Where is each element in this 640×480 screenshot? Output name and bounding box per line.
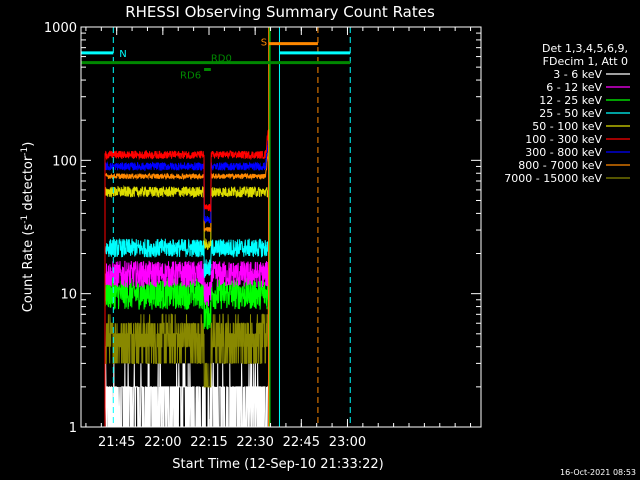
x-axis-label: Start Time (12-Sep-10 21:33:22) [172, 457, 383, 472]
legend-entry-label: 3 - 6 keV [553, 68, 602, 81]
x-tick-label: 22:00 [144, 435, 181, 450]
x-axis: 21:45 22:00 22:15 22:30 22:45 23:00 [85, 27, 472, 450]
y-axis-label-main: Count Rate (s [21, 224, 36, 313]
y-tick-label: 10 [60, 288, 77, 303]
legend-entry-label: 50 - 100 keV [532, 120, 602, 133]
series-line [104, 147, 270, 427]
timestamp: 16-Oct-2021 08:53 [560, 468, 636, 477]
flag-bar-label: RD0 [211, 54, 232, 65]
x-tick-label: 23:00 [329, 435, 366, 450]
y-axis: 1 10 100 1000 [44, 21, 481, 436]
plot-frame [80, 26, 482, 428]
legend-entry-label: 300 - 800 keV [525, 146, 602, 159]
y-axis-label-sup1: -1 [20, 215, 30, 224]
legend-entry-label: 800 - 7000 keV [518, 159, 602, 172]
flag-bar-label: RD6 [180, 71, 201, 82]
series-line [104, 238, 270, 427]
markers-layer [81, 27, 351, 427]
y-axis-label: Count Rate (s-1 detector-1) [20, 142, 36, 313]
flag-bar-label: N [119, 49, 126, 60]
x-tick-label: 22:15 [190, 435, 227, 450]
chart-title: RHESSI Observing Summary Count Rates [125, 3, 435, 21]
series-line [104, 129, 270, 427]
legend-entry-label: 12 - 25 keV [539, 94, 602, 107]
y-axis-label-sup2: -1 [20, 147, 30, 156]
y-axis-label-end: ) [21, 142, 36, 147]
x-tick-label: 21:45 [98, 435, 135, 450]
series-line [104, 306, 270, 427]
x-tick-label: 22:30 [236, 435, 273, 450]
legend-entry-label: 6 - 12 keV [546, 81, 602, 94]
series-line [104, 139, 270, 427]
y-tick-label: 1000 [44, 21, 77, 36]
flag-bar-label: S [261, 38, 267, 49]
legend: Det 1,3,4,5,6,9, FDecim 1, Att 0 3 - 6 k… [504, 42, 630, 185]
y-axis-label-mid: detector [21, 155, 36, 215]
x-tick-label: 22:45 [283, 435, 320, 450]
legend-header-2: FDecim 1, Att 0 [543, 55, 628, 68]
series-line [104, 184, 270, 427]
legend-entry-label: 25 - 50 keV [539, 107, 602, 120]
series-line [104, 260, 270, 427]
y-tick-label: 1 [69, 421, 77, 436]
series-line [104, 362, 270, 427]
legend-header-1: Det 1,3,4,5,6,9, [542, 42, 628, 55]
legend-entry-label: 7000 - 15000 keV [504, 172, 602, 185]
y-tick-label: 100 [52, 154, 77, 169]
series-layer [104, 129, 270, 427]
flag-bars-layer: N S RD0 RD6 [81, 38, 351, 82]
legend-entry-label: 100 - 300 keV [525, 133, 602, 146]
